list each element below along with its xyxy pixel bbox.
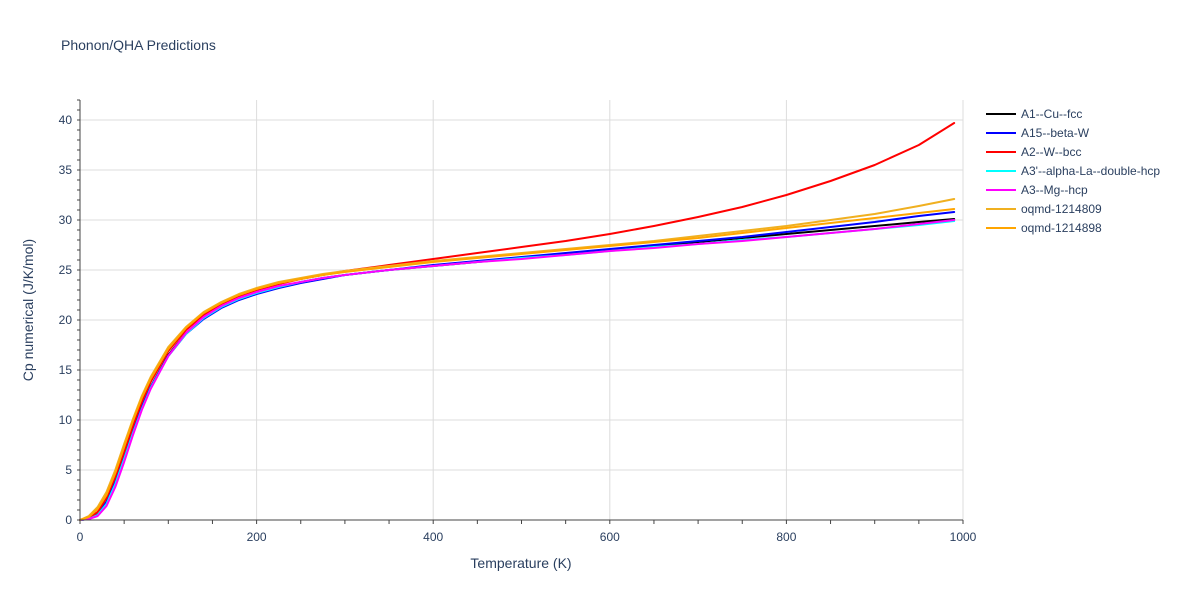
legend-label: A3'--alpha-La--double-hcp <box>1021 164 1160 178</box>
x-tick-label: 400 <box>423 530 443 544</box>
grid <box>80 100 964 520</box>
x-tick-label: 600 <box>600 530 620 544</box>
series-line <box>79 219 956 521</box>
legend-label: A1--Cu--fcc <box>1021 107 1082 121</box>
y-tick-label: 30 <box>59 213 73 227</box>
legend-label: A3--Mg--hcp <box>1021 183 1088 197</box>
series-line <box>79 208 956 521</box>
x-axis-title: Temperature (K) <box>470 555 571 571</box>
series-group <box>79 122 956 521</box>
legend-label: A15--beta-W <box>1021 126 1090 140</box>
legend-label: A2--W--bcc <box>1021 145 1081 159</box>
y-axis-ticks: 0 5 10 15 20 25 30 35 40 <box>59 113 73 527</box>
legend: A1--Cu--fcc A15--beta-W A2--W--bcc A3'--alp… <box>986 107 1160 235</box>
y-tick-label: 35 <box>59 163 73 177</box>
y-tick-label: 20 <box>59 313 73 327</box>
y-tick-label: 40 <box>59 113 73 127</box>
axes <box>77 99 964 524</box>
series-line <box>79 122 956 521</box>
x-tick-label: 200 <box>247 530 267 544</box>
chart-title: Phonon/QHA Predictions <box>61 37 216 53</box>
x-axis-ticks: 0 200 400 600 800 1000 <box>77 530 977 544</box>
y-axis-title: Cp numerical (J/K/mol) <box>20 239 36 381</box>
y-tick-label: 0 <box>65 513 72 527</box>
x-tick-label: 0 <box>77 530 84 544</box>
x-tick-label: 800 <box>776 530 796 544</box>
x-tick-label: 1000 <box>950 530 977 544</box>
y-tick-label: 5 <box>65 463 72 477</box>
legend-label: oqmd-1214809 <box>1021 202 1102 216</box>
legend-label: oqmd-1214898 <box>1021 221 1102 235</box>
y-tick-label: 25 <box>59 263 73 277</box>
y-tick-label: 15 <box>59 363 73 377</box>
y-tick-label: 10 <box>59 413 73 427</box>
